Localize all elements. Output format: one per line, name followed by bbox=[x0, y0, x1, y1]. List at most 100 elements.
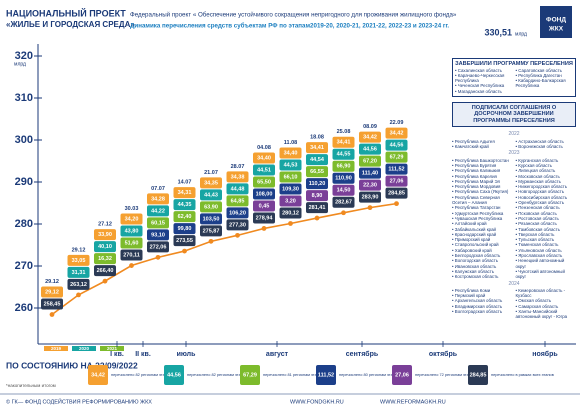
stage-label: 67,20 bbox=[363, 159, 377, 165]
stage-box bbox=[279, 147, 302, 159]
stage-label: 66,90 bbox=[337, 164, 351, 170]
region: Калужская область bbox=[452, 269, 513, 274]
region: Самарская область bbox=[516, 304, 577, 309]
project-name: «ЖИЛЬЕ И ГОРОДСКАЯ СРЕДА» bbox=[6, 20, 135, 29]
stage-label: 8,90 bbox=[312, 193, 323, 199]
legend-label: перечислено 82 регионам этап 2019-20 bbox=[111, 372, 183, 377]
stage-label: 44,35 bbox=[178, 202, 192, 208]
stage-box bbox=[385, 151, 408, 163]
stage-box bbox=[120, 213, 143, 225]
date-label: 11.08 bbox=[284, 140, 297, 146]
region: Республика Марий Эл bbox=[452, 179, 513, 184]
region: Забайкальский край bbox=[452, 227, 513, 232]
y-tick-label: 310 bbox=[15, 92, 33, 104]
total-label: 263,12 bbox=[70, 282, 87, 288]
total-point bbox=[261, 226, 267, 231]
region: Пермский край bbox=[452, 293, 513, 298]
stage-box bbox=[279, 159, 302, 171]
region: Удмуртская Республика bbox=[452, 211, 513, 216]
legend-swatch bbox=[88, 365, 108, 385]
stage-box bbox=[67, 254, 90, 266]
legend-value: 111,52 bbox=[318, 372, 334, 378]
region: Ханты-Мансийский автономный округ - Югра bbox=[516, 309, 577, 320]
period-label: I кв. bbox=[110, 351, 124, 358]
period-label: июль bbox=[177, 351, 197, 358]
date-label: 30.03 bbox=[125, 206, 139, 212]
stage-label: 63,90 bbox=[204, 204, 218, 210]
region: Республика Татарстан bbox=[452, 205, 513, 210]
year-marker-label: 2020 bbox=[79, 346, 90, 351]
y-tick-label: 280 bbox=[15, 218, 33, 230]
completed-title: ЗАВЕРШИЛИ ПРОГРАММУ ПЕРЕСЕЛЕНИЯ bbox=[455, 61, 573, 67]
region: Карачаево-Черкесская Республика bbox=[455, 73, 513, 84]
stage-label: 29,12 bbox=[45, 289, 59, 295]
region: Республика Дагестан bbox=[516, 73, 574, 78]
stage-box bbox=[253, 188, 275, 200]
date-label: 08.09 bbox=[363, 124, 377, 130]
region: Чукотский автономный округ bbox=[516, 269, 577, 280]
period-label: август bbox=[266, 351, 289, 358]
stage-label: 65,50 bbox=[257, 179, 271, 185]
stage-box bbox=[332, 148, 355, 160]
region: Владимирская область bbox=[452, 304, 513, 309]
region: Приморский край bbox=[452, 237, 513, 242]
stage-label: 44,22 bbox=[151, 208, 165, 214]
period-label: II кв. bbox=[135, 351, 151, 358]
total-point bbox=[49, 312, 55, 317]
region-column: Республика КомиПермский крайАрхангельска… bbox=[452, 288, 513, 320]
region: Новосибирская область bbox=[516, 195, 577, 200]
stage-box bbox=[94, 229, 116, 241]
region: Ульяновская область bbox=[516, 248, 577, 253]
total-point bbox=[341, 210, 346, 216]
region: Новгородская область bbox=[516, 189, 577, 194]
stage-label: 110,20 bbox=[309, 181, 326, 187]
legend-value: 284,85 bbox=[470, 372, 487, 378]
region-column: Кемеровская область - КузбассОмская обла… bbox=[516, 288, 577, 320]
period-label: сентябрь bbox=[346, 350, 379, 358]
stage-label: 108,00 bbox=[256, 191, 273, 197]
stage-box bbox=[385, 127, 408, 139]
total-plan: 330,51 bbox=[484, 27, 512, 37]
region: Республика Северная Осетия – Алания bbox=[452, 195, 513, 206]
region: Ярославская область bbox=[516, 253, 577, 258]
region: Республика Коми bbox=[452, 288, 513, 293]
region: Архангельская область bbox=[452, 298, 513, 303]
region: Московская область bbox=[516, 174, 577, 179]
region: Волгоградская область bbox=[452, 309, 513, 314]
stage-box bbox=[200, 213, 222, 225]
stage-label: 34,35 bbox=[204, 180, 218, 186]
total-label: 258,45 bbox=[44, 301, 61, 307]
stage-label: 99,80 bbox=[178, 226, 192, 232]
total-line bbox=[51, 202, 397, 316]
chart-title: Динамика перечисления средств субъектам … bbox=[130, 23, 449, 30]
period-label: октябрь bbox=[429, 350, 458, 358]
logo-text: ЖКХ bbox=[548, 26, 564, 33]
total-label: 270,11 bbox=[123, 252, 140, 258]
legend-label: перечислено 72 регионам этап 2023-24 bbox=[415, 372, 487, 377]
total-point bbox=[367, 205, 373, 211]
stage-label: 60,15 bbox=[151, 220, 165, 226]
stage-label: 67,29 bbox=[390, 155, 404, 161]
stage-box bbox=[306, 178, 328, 190]
stage-label: 111,40 bbox=[362, 171, 378, 177]
region-column: Сахалинская областьКарачаево-Черкесская … bbox=[455, 68, 513, 94]
date-label: 29.12 bbox=[72, 247, 86, 253]
legend-value: 27,06 bbox=[395, 372, 409, 378]
region: Кемеровская область - Кузбасс bbox=[516, 288, 577, 299]
stage-box bbox=[253, 164, 275, 176]
total-box bbox=[332, 196, 355, 208]
stage-box bbox=[94, 241, 116, 253]
total-box bbox=[94, 265, 116, 277]
stage-box bbox=[385, 139, 408, 151]
year-marker-label: 2021 bbox=[107, 346, 118, 351]
total-point bbox=[129, 263, 134, 268]
stage-label: 44,56 bbox=[363, 147, 377, 153]
stage-box bbox=[359, 143, 381, 155]
date-label: 27.12 bbox=[98, 222, 112, 228]
stage-label: 110,90 bbox=[335, 176, 352, 182]
agreements-title-box: ПОДПИСАЛИ СОГЛАШЕНИЯ О ДОСРОЧНОМ ЗАВЕРШЕ… bbox=[452, 101, 576, 128]
stage-box bbox=[173, 211, 196, 223]
stage-label: 34,42 bbox=[390, 131, 404, 137]
region: Воронежская область bbox=[516, 144, 577, 149]
